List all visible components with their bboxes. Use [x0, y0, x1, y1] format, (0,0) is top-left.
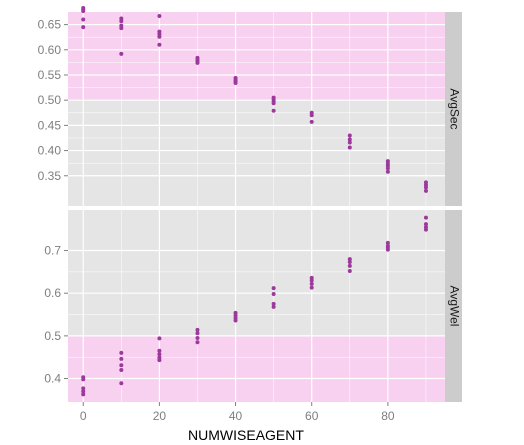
y-tick-label: 0.55 — [38, 68, 62, 82]
x-axis-title: NUMWISEAGENT — [188, 427, 304, 443]
data-point — [385, 247, 390, 252]
data-point — [157, 34, 162, 39]
data-point — [423, 222, 428, 227]
data-point — [195, 340, 200, 345]
x-tick-label: 0 — [80, 409, 87, 423]
data-point — [309, 281, 314, 286]
data-point — [309, 119, 314, 124]
data-point — [385, 240, 390, 245]
data-point — [195, 336, 200, 340]
data-point — [423, 227, 428, 232]
facet-strip-label: AvgSec — [447, 88, 461, 129]
data-point — [423, 185, 428, 190]
data-point — [347, 137, 352, 142]
data-points — [81, 5, 428, 193]
panel-avgsec: 0.35 0.40 0.45 0.50 0.55 0.60 0.65 AvgSec — [38, 5, 462, 206]
data-point — [119, 19, 124, 24]
data-point — [157, 348, 162, 353]
data-point — [157, 14, 162, 19]
data-point — [119, 356, 124, 361]
data-point — [195, 331, 200, 336]
data-point — [81, 17, 86, 22]
data-point — [347, 145, 352, 150]
data-point — [233, 81, 238, 86]
x-axis: 0 20 40 60 80 — [80, 402, 395, 423]
data-point — [157, 352, 162, 357]
data-point — [271, 101, 276, 106]
data-point — [119, 381, 124, 386]
y-tick-label: 0.35 — [38, 169, 62, 183]
x-tick-label: 20 — [153, 409, 167, 423]
y-tick-label: 0.7 — [44, 244, 61, 258]
data-point — [119, 350, 124, 355]
data-point — [157, 358, 162, 363]
x-tick-label: 40 — [229, 409, 243, 423]
data-point — [347, 260, 352, 265]
y-tick-label: 0.40 — [38, 144, 62, 158]
data-point — [233, 318, 238, 323]
data-point — [271, 292, 276, 297]
y-tick-label: 0.5 — [44, 329, 61, 343]
data-point — [81, 377, 86, 382]
data-point — [81, 25, 86, 30]
data-point — [119, 368, 124, 372]
data-point — [119, 363, 124, 368]
data-points — [81, 215, 428, 397]
data-point — [347, 269, 352, 274]
data-point — [309, 113, 314, 118]
data-point — [385, 166, 390, 171]
data-point — [347, 140, 352, 145]
grid-lines — [68, 210, 445, 402]
data-point — [423, 215, 428, 220]
data-point — [271, 301, 276, 306]
data-point — [271, 108, 276, 113]
data-point — [347, 133, 352, 138]
y-tick-label: 0.4 — [44, 372, 61, 386]
panel-avgwel: 0.4 0.5 0.6 0.7 AvgWel — [44, 210, 462, 402]
x-tick-label: 60 — [305, 409, 319, 423]
data-point — [423, 188, 428, 193]
data-point — [157, 42, 162, 47]
y-tick-label: 0.6 — [44, 286, 61, 300]
data-point — [309, 285, 314, 290]
data-point — [81, 8, 86, 13]
data-point — [385, 169, 390, 174]
y-tick-label: 0.60 — [38, 43, 62, 57]
data-point — [195, 327, 200, 332]
y-tick-label: 0.45 — [38, 118, 62, 132]
data-point — [157, 336, 162, 341]
data-point — [119, 51, 124, 56]
y-tick-label: 0.50 — [38, 93, 62, 107]
data-point — [119, 26, 124, 31]
highlight-band — [68, 12, 445, 101]
data-point — [271, 286, 276, 291]
facet-strip-label: AvgWel — [447, 286, 461, 327]
y-tick-label: 0.65 — [38, 18, 62, 32]
data-point — [347, 257, 352, 262]
chart-panels: 0.35 0.40 0.45 0.50 0.55 0.60 0.65 AvgSec 0.4 0.5… — [38, 5, 462, 402]
facet-strip — [445, 210, 462, 402]
data-point — [195, 60, 200, 65]
data-point — [81, 386, 86, 391]
data-point — [271, 304, 276, 309]
data-point — [81, 392, 86, 397]
facet-strip — [445, 12, 462, 206]
data-point — [309, 278, 314, 283]
x-tick-label: 80 — [381, 409, 395, 423]
highlight-band — [68, 335, 445, 402]
data-point — [347, 263, 352, 268]
data-point — [81, 389, 86, 394]
